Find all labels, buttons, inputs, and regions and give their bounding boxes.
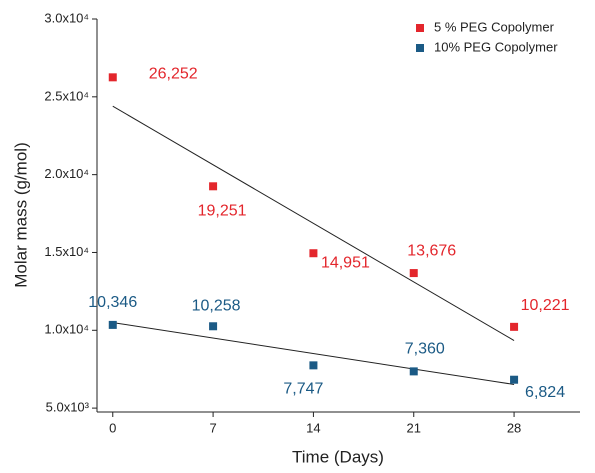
point [309,249,318,258]
point [510,375,519,384]
value-label: 14,951 [321,254,370,271]
x-tick-label: 14 [306,420,320,435]
x-tick-label: 0 [109,420,116,435]
legend-label: 5 % PEG Copolymer [434,19,555,34]
value-label: 13,676 [407,242,456,259]
x-axis-label: Time (Days) [292,447,384,466]
trend-line [112,105,515,341]
value-label: 10,221 [521,297,570,314]
trend-line [112,322,515,385]
x-tick-label: 7 [209,420,216,435]
point [209,182,218,191]
value-label: 6,824 [525,384,565,401]
x-tick-label: 21 [407,420,421,435]
point [209,322,218,331]
y-tick-label: 1.5x10⁴ [44,244,89,259]
point [409,269,418,278]
point [108,320,117,329]
y-tick-label: 3.0x10⁴ [44,10,89,25]
y-axis-label: Molar mass (g/mol) [11,142,30,287]
y-tick-label: 5.0x10³ [46,400,90,415]
value-label: 7,747 [283,381,323,398]
point [510,322,519,331]
value-label: 19,251 [198,203,247,220]
value-label: 26,252 [149,66,198,83]
legend-label: 10% PEG Copolymer [434,39,558,54]
value-label: 10,346 [88,294,137,311]
point [108,73,117,82]
value-label: 10,258 [192,297,241,314]
y-tick-label: 2.0x10⁴ [44,166,89,181]
legend-swatch [416,24,424,32]
x-tick-label: 28 [507,420,521,435]
legend-swatch [416,44,424,52]
y-tick-label: 1.0x10⁴ [44,322,89,337]
value-label: 7,360 [405,341,445,358]
point [409,367,418,376]
point [309,361,318,370]
y-tick-label: 2.5x10⁴ [44,88,89,103]
